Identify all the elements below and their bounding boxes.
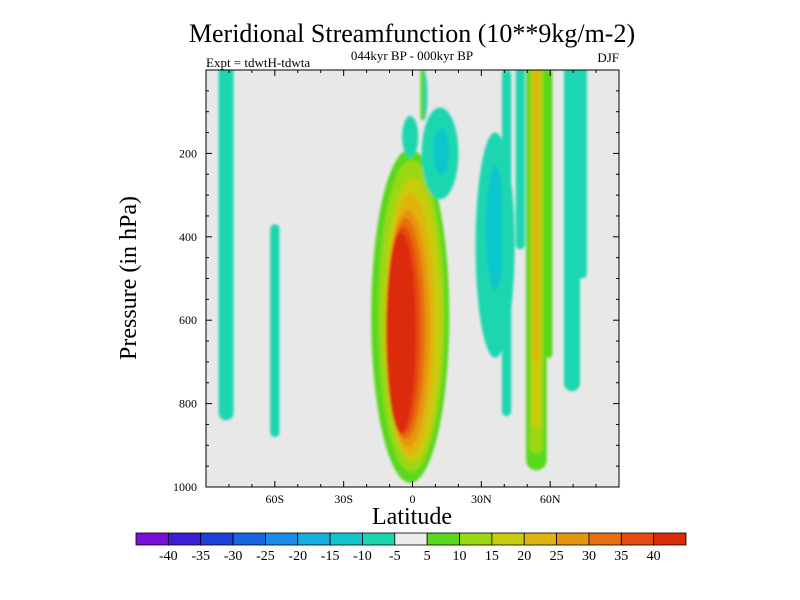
- x-axis-label: Latitude: [372, 504, 452, 530]
- colorbar-label: -10: [353, 549, 372, 564]
- band-n55-lvl-20: [534, 70, 539, 362]
- cell-n45-band: [515, 70, 525, 250]
- cell-n30-inner: [485, 165, 505, 292]
- y-tick-label: 600: [179, 313, 197, 327]
- colorbar-swatch: [523, 532, 557, 546]
- colorbar-swatch: [200, 532, 234, 546]
- x-tick-label: 60S: [265, 492, 284, 506]
- colorbar-swatch: [556, 532, 590, 546]
- colorbar-label: -5: [389, 549, 401, 564]
- colorbar-swatch: [362, 532, 396, 546]
- colorbar-swatch: [459, 532, 493, 546]
- cell-s-polar: [218, 70, 234, 421]
- x-tick-label: 30N: [471, 492, 492, 506]
- right-string: DJF: [597, 50, 619, 65]
- colorbar-swatch: [394, 532, 428, 546]
- colorbar-label: -30: [224, 549, 243, 564]
- colorbar-label: 15: [485, 549, 499, 564]
- colorbar-label: -40: [159, 549, 178, 564]
- left-string: Expt = tdwtH-tdwta: [206, 55, 310, 70]
- band-n70: [563, 70, 580, 392]
- colorbar: -40 -35 -30 -25 -20 -15 -10 -5 5 10 15 20 25 30 35 40: [135, 532, 687, 564]
- y-axis-label: Pressure (in hPa): [116, 196, 142, 360]
- x-axis: 60S 30S 0 30N 60N: [228, 70, 597, 506]
- colorbar-swatch: [491, 532, 525, 546]
- colorbar-label: 10: [453, 549, 467, 564]
- y-tick-label: 200: [179, 146, 197, 160]
- cell-eq-lvl-40: [386, 232, 416, 433]
- colorbar-swatch: [167, 532, 202, 546]
- y-axis: 200 400 600 800 1000: [173, 90, 619, 494]
- colorbar-label: 40: [647, 549, 661, 564]
- chart-title: Meridional Streamfunction (10**9kg/m-2): [189, 19, 635, 48]
- colorbar-swatch: [265, 532, 299, 546]
- colorbar-label: -35: [191, 549, 210, 564]
- x-tick-label: 60N: [540, 492, 561, 506]
- colorbar-label: 35: [614, 549, 628, 564]
- x-tick-label: 30S: [334, 492, 353, 506]
- band-n60-green: [545, 70, 553, 358]
- y-tick-label: 800: [179, 397, 197, 411]
- cell-up-eq-a: [402, 115, 419, 158]
- colorbar-swatch: [135, 532, 169, 546]
- contour-field: [218, 70, 587, 483]
- colorbar-label: -25: [256, 549, 275, 564]
- colorbar-label: 30: [582, 549, 596, 564]
- colorbar-label: -20: [288, 549, 307, 564]
- y-tick-label: 400: [179, 230, 197, 244]
- colorbar-swatch: [620, 532, 655, 546]
- cell-green-sliver: [420, 70, 424, 121]
- colorbar-swatch: [653, 532, 687, 546]
- colorbar-swatch: [329, 532, 363, 546]
- cell-s-60: [270, 224, 280, 437]
- colorbar-swatch: [588, 532, 622, 546]
- colorbar-label: 5: [424, 549, 431, 564]
- colorbar-label: 25: [550, 549, 564, 564]
- band-n75: [576, 70, 587, 279]
- colorbar-label: 20: [517, 549, 531, 564]
- y-tick-label: 1000: [173, 480, 197, 494]
- colorbar-swatch: [232, 532, 266, 546]
- cell-n40-band: [501, 70, 512, 417]
- cell-up-eq-c: [433, 128, 450, 175]
- x-tick-label: 0: [410, 492, 416, 506]
- colorbar-swatch: [297, 532, 331, 546]
- colorbar-label: -15: [321, 549, 340, 564]
- chart-subtitle: 044kyr BP - 000kyr BP: [351, 48, 473, 63]
- colorbar-swatch: [426, 532, 460, 546]
